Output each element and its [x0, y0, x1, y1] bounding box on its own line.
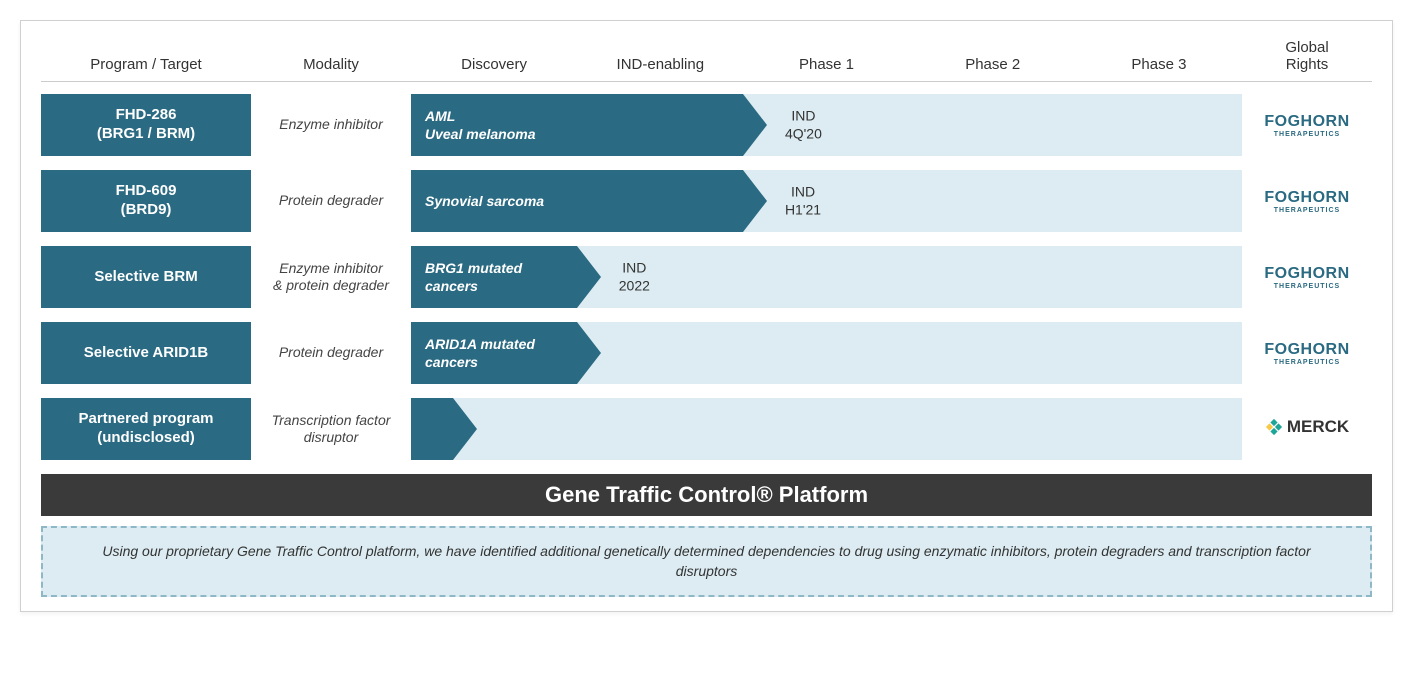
- foghorn-logo-sub: THERAPEUTICS: [1242, 359, 1372, 366]
- rows-container: FHD-286(BRG1 / BRM)Enzyme inhibitorAML U…: [41, 94, 1372, 460]
- program-name: FHD-609: [116, 182, 177, 201]
- progress-arrow-icon: [577, 322, 601, 384]
- program-name: Partnered program: [78, 410, 213, 429]
- platform-note: Using our proprietary Gene Traffic Contr…: [41, 526, 1372, 597]
- program-row: Partnered program(undisclosed)Transcript…: [41, 398, 1372, 460]
- ind-milestone-label: IND 4Q'20: [785, 108, 822, 143]
- program-row: FHD-286(BRG1 / BRM)Enzyme inhibitorAML U…: [41, 94, 1372, 156]
- modality-cell: Protein degrader: [251, 344, 411, 362]
- header-row: Program / Target Modality Discovery IND-…: [41, 39, 1372, 82]
- program-row: FHD-609(BRD9)Protein degraderSynovial sa…: [41, 170, 1372, 232]
- program-name: Selective ARID1B: [84, 344, 209, 363]
- foghorn-logo-sub: THERAPEUTICS: [1242, 207, 1372, 214]
- program-row: Selective ARID1B Protein degraderARID1A m…: [41, 322, 1372, 384]
- foghorn-logo: FOGHORNTHERAPEUTICS: [1242, 265, 1372, 290]
- merck-text: MERCK: [1287, 417, 1349, 437]
- header-phase-discovery: Discovery: [411, 56, 577, 73]
- program-box: FHD-609(BRD9): [41, 170, 251, 232]
- progress-arrow-icon: [453, 398, 477, 460]
- modality-cell: Protein degrader: [251, 192, 411, 210]
- foghorn-logo: FOGHORNTHERAPEUTICS: [1242, 341, 1372, 366]
- ind-milestone-label: IND 2022: [619, 260, 650, 295]
- program-box: FHD-286(BRG1 / BRM): [41, 94, 251, 156]
- program-box: Partnered program(undisclosed): [41, 398, 251, 460]
- header-phase-3: Phase 3: [1076, 56, 1242, 73]
- progress-bar: AML Uveal melanoma: [411, 94, 743, 156]
- progress-arrow-icon: [743, 170, 767, 232]
- modality-cell: Enzyme inhibitor: [251, 116, 411, 134]
- program-name: FHD-286: [116, 106, 177, 125]
- pipeline-chart: Program / Target Modality Discovery IND-…: [20, 20, 1393, 612]
- timeline-cell: AML Uveal melanoma IND 4Q'20: [411, 94, 1242, 156]
- program-box: Selective BRM: [41, 246, 251, 308]
- timeline-cell: ARID1A mutated cancers: [411, 322, 1242, 384]
- rights-cell: FOGHORNTHERAPEUTICS: [1242, 189, 1372, 214]
- progress-bar: Synovial sarcoma: [411, 170, 743, 232]
- rights-cell: MERCK: [1242, 417, 1372, 441]
- foghorn-logo-sub: THERAPEUTICS: [1242, 283, 1372, 290]
- modality-cell: Transcription factor disruptor: [251, 412, 411, 447]
- indication-text: ARID1A mutated cancers: [411, 335, 535, 371]
- header-phase-ind-enabling: IND-enabling: [577, 56, 743, 73]
- ind-milestone-label: IND H1'21: [785, 184, 821, 219]
- program-subtitle: (BRG1 / BRM): [97, 125, 195, 144]
- progress-bar: ARID1A mutated cancers: [411, 322, 577, 384]
- rights-cell: FOGHORNTHERAPEUTICS: [1242, 341, 1372, 366]
- platform-banner: Gene Traffic Control® Platform: [41, 474, 1372, 516]
- header-phases: Discovery IND-enabling Phase 1 Phase 2 P…: [411, 56, 1242, 73]
- program-box: Selective ARID1B: [41, 322, 251, 384]
- header-phase-2: Phase 2: [910, 56, 1076, 73]
- rights-cell: FOGHORNTHERAPEUTICS: [1242, 265, 1372, 290]
- program-row: Selective BRM Enzyme inhibitor & protein …: [41, 246, 1372, 308]
- header-phase-1: Phase 1: [743, 56, 909, 73]
- foghorn-logo: FOGHORNTHERAPEUTICS: [1242, 113, 1372, 138]
- header-rights: Global Rights: [1242, 39, 1372, 73]
- indication-text: Synovial sarcoma: [411, 192, 544, 210]
- indication-text: BRG1 mutated cancers: [411, 259, 522, 295]
- program-subtitle: (BRD9): [121, 201, 172, 220]
- timeline-cell: [411, 398, 1242, 460]
- foghorn-logo-sub: THERAPEUTICS: [1242, 131, 1372, 138]
- program-name: Selective BRM: [94, 268, 197, 287]
- progress-bar: BRG1 mutated cancers: [411, 246, 577, 308]
- merck-icon: [1265, 418, 1283, 436]
- header-modality: Modality: [251, 56, 411, 73]
- foghorn-logo: FOGHORNTHERAPEUTICS: [1242, 189, 1372, 214]
- program-subtitle: (undisclosed): [97, 429, 195, 448]
- timeline-cell: BRG1 mutated cancers IND 2022: [411, 246, 1242, 308]
- rights-cell: FOGHORNTHERAPEUTICS: [1242, 113, 1372, 138]
- progress-arrow-icon: [577, 246, 601, 308]
- indication-text: AML Uveal melanoma: [411, 107, 536, 143]
- progress-arrow-icon: [743, 94, 767, 156]
- merck-logo: MERCK: [1265, 417, 1349, 437]
- timeline-cell: Synovial sarcoma IND H1'21: [411, 170, 1242, 232]
- progress-bar: [411, 398, 453, 460]
- header-program: Program / Target: [41, 56, 251, 73]
- modality-cell: Enzyme inhibitor & protein degrader: [251, 260, 411, 295]
